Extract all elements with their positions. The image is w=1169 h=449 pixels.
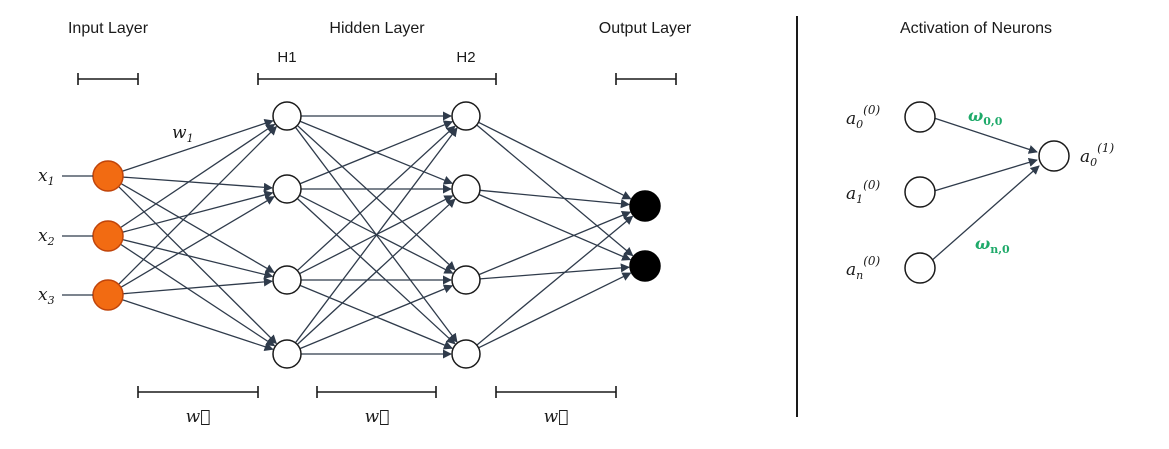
output-layer-header: Output Layer bbox=[599, 20, 692, 37]
edge-l0-0-1 bbox=[122, 176, 273, 192]
weight-bracket-2 bbox=[316, 386, 437, 398]
hidden1-node-3 bbox=[272, 265, 302, 295]
edge-l0-1-3 bbox=[120, 243, 276, 347]
activation-node-a1 bbox=[904, 176, 936, 208]
hidden-h1-label: H1 bbox=[277, 49, 296, 66]
input-label-x1: x1 bbox=[38, 166, 55, 188]
input-label-x2: x2 bbox=[38, 226, 55, 248]
input-node-1 bbox=[92, 160, 124, 192]
input-layer-bracket bbox=[77, 73, 139, 85]
edge-l2-3-1 bbox=[478, 272, 632, 349]
edge-l2-1-1 bbox=[478, 193, 632, 261]
edge-l2-2-0 bbox=[478, 211, 632, 276]
network-nodes bbox=[92, 101, 661, 369]
hidden2-node-3 bbox=[451, 265, 481, 295]
hidden-h2-label: H2 bbox=[456, 49, 475, 66]
input-layer-header: Input Layer bbox=[68, 20, 149, 37]
activation-label-a1: a1(0) bbox=[846, 178, 880, 206]
activation-node-a0 bbox=[904, 101, 936, 133]
edge-l0-2-0 bbox=[118, 125, 278, 285]
input-node-3 bbox=[92, 279, 124, 311]
activation-node-out bbox=[1038, 140, 1070, 172]
weight-label-w1: w1 bbox=[172, 123, 194, 145]
hidden-layer-header: Hidden Layer bbox=[329, 20, 425, 37]
output-layer-bracket bbox=[615, 73, 677, 85]
hidden2-node-2 bbox=[451, 174, 481, 204]
edge-l0-1-0 bbox=[120, 123, 276, 229]
activation-label-an: an(0) bbox=[846, 254, 881, 282]
hidden1-node-4 bbox=[272, 339, 302, 369]
hidden1-node-1 bbox=[272, 101, 302, 131]
weight-bracket-1 bbox=[137, 386, 259, 398]
activation-weight-wn0: ωn,0 bbox=[975, 234, 1010, 256]
edge-l2-3-0 bbox=[476, 215, 634, 346]
edge-l1-2-0 bbox=[296, 125, 456, 272]
hidden2-node-1 bbox=[451, 101, 481, 131]
network-edges bbox=[118, 111, 634, 359]
output-node-1 bbox=[629, 190, 661, 222]
edge-l0-2-2 bbox=[122, 277, 273, 295]
edge-l0-2-1 bbox=[120, 196, 275, 288]
hidden-layer-bracket bbox=[257, 73, 497, 85]
activation-node-an bbox=[904, 252, 936, 284]
activation-label-a0: a0(0) bbox=[846, 103, 880, 131]
w-vector-label-3: w⃗ bbox=[544, 407, 569, 427]
edge-l0-0-2 bbox=[120, 182, 275, 274]
edge-l1-3-0 bbox=[294, 127, 458, 344]
activation-edge-n bbox=[929, 165, 1040, 263]
edge-l1-1-0 bbox=[299, 120, 453, 185]
hidden2-node-4 bbox=[451, 339, 481, 369]
activation-weight-w00: ω0,0 bbox=[968, 106, 1003, 128]
edge-l2-1-0 bbox=[479, 189, 630, 209]
activation-edge-1 bbox=[933, 158, 1038, 192]
edge-l0-1-2 bbox=[122, 238, 274, 279]
hidden1-node-2 bbox=[272, 174, 302, 204]
activation-edge-0 bbox=[933, 117, 1038, 154]
edge-l0-2-3 bbox=[122, 299, 274, 352]
edge-l2-0-1 bbox=[476, 124, 634, 257]
activation-label-out: a0(1) bbox=[1080, 141, 1114, 169]
w-vector-label-1: w⃗ bbox=[186, 407, 211, 427]
activation-title: Activation of Neurons bbox=[900, 20, 1052, 37]
input-node-2 bbox=[92, 220, 124, 252]
w-vector-label-2: w⃗ bbox=[365, 407, 390, 427]
edge-l0-0-3 bbox=[118, 186, 278, 345]
edge-l2-2-1 bbox=[479, 263, 630, 280]
edge-l0-0-0 bbox=[122, 119, 274, 172]
weight-bracket-3 bbox=[495, 386, 617, 398]
input-label-x3: x3 bbox=[38, 285, 55, 307]
edge-l0-1-1 bbox=[122, 190, 274, 233]
edge-l2-0-0 bbox=[478, 121, 632, 200]
edge-l1-3-2 bbox=[299, 284, 453, 350]
output-node-2 bbox=[629, 250, 661, 282]
edge-l1-3-1 bbox=[296, 198, 456, 345]
